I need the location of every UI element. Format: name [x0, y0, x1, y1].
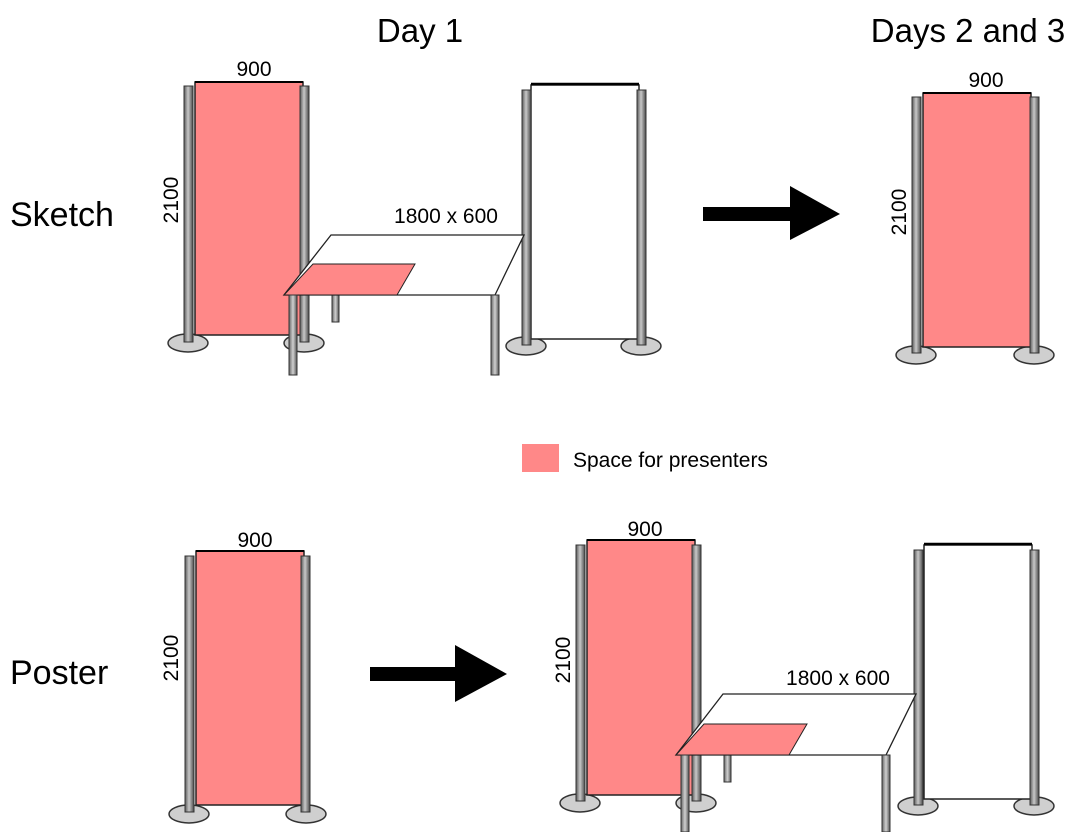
poster-days23-height-label: 2100	[552, 637, 575, 684]
sketch-day1-table	[282, 234, 526, 376]
row-label-poster: Poster	[10, 654, 108, 692]
heading-days-2-and-3: Days 2 and 3	[871, 12, 1065, 49]
poster-days23-table	[674, 693, 918, 832]
sketch-arrow	[703, 186, 840, 240]
poster-arrow	[370, 645, 507, 702]
sketch-days23-height-label: 2100	[888, 189, 911, 236]
sketch-day1-presenter-panel	[167, 81, 325, 353]
sketch-day1-blank-panel	[505, 82, 662, 356]
sketch-day1-height-label: 2100	[160, 177, 183, 224]
poster-day1-presenter-panel	[168, 550, 327, 824]
poster-days23-blank-panel	[897, 542, 1055, 816]
poster-day1-width-label: 900	[237, 529, 272, 552]
poster-days23-presenter-panel	[559, 539, 717, 813]
heading-day-1: Day 1	[377, 12, 463, 49]
sketch-days23-width-label: 900	[968, 69, 1003, 92]
row-label-sketch: Sketch	[10, 196, 114, 234]
poster-day1-height-label: 2100	[160, 635, 183, 682]
legend: Space for presenters	[522, 444, 768, 472]
legend-swatch	[522, 444, 559, 472]
poster-days23-table-label: 1800 x 600	[786, 667, 890, 690]
sketch-day1-width-label: 900	[236, 58, 271, 81]
sketch-day1-table-label: 1800 x 600	[394, 205, 498, 228]
legend-label: Space for presenters	[573, 449, 768, 472]
sketch-days23-presenter-panel	[895, 92, 1055, 365]
poster-days23-width-label: 900	[627, 518, 662, 541]
